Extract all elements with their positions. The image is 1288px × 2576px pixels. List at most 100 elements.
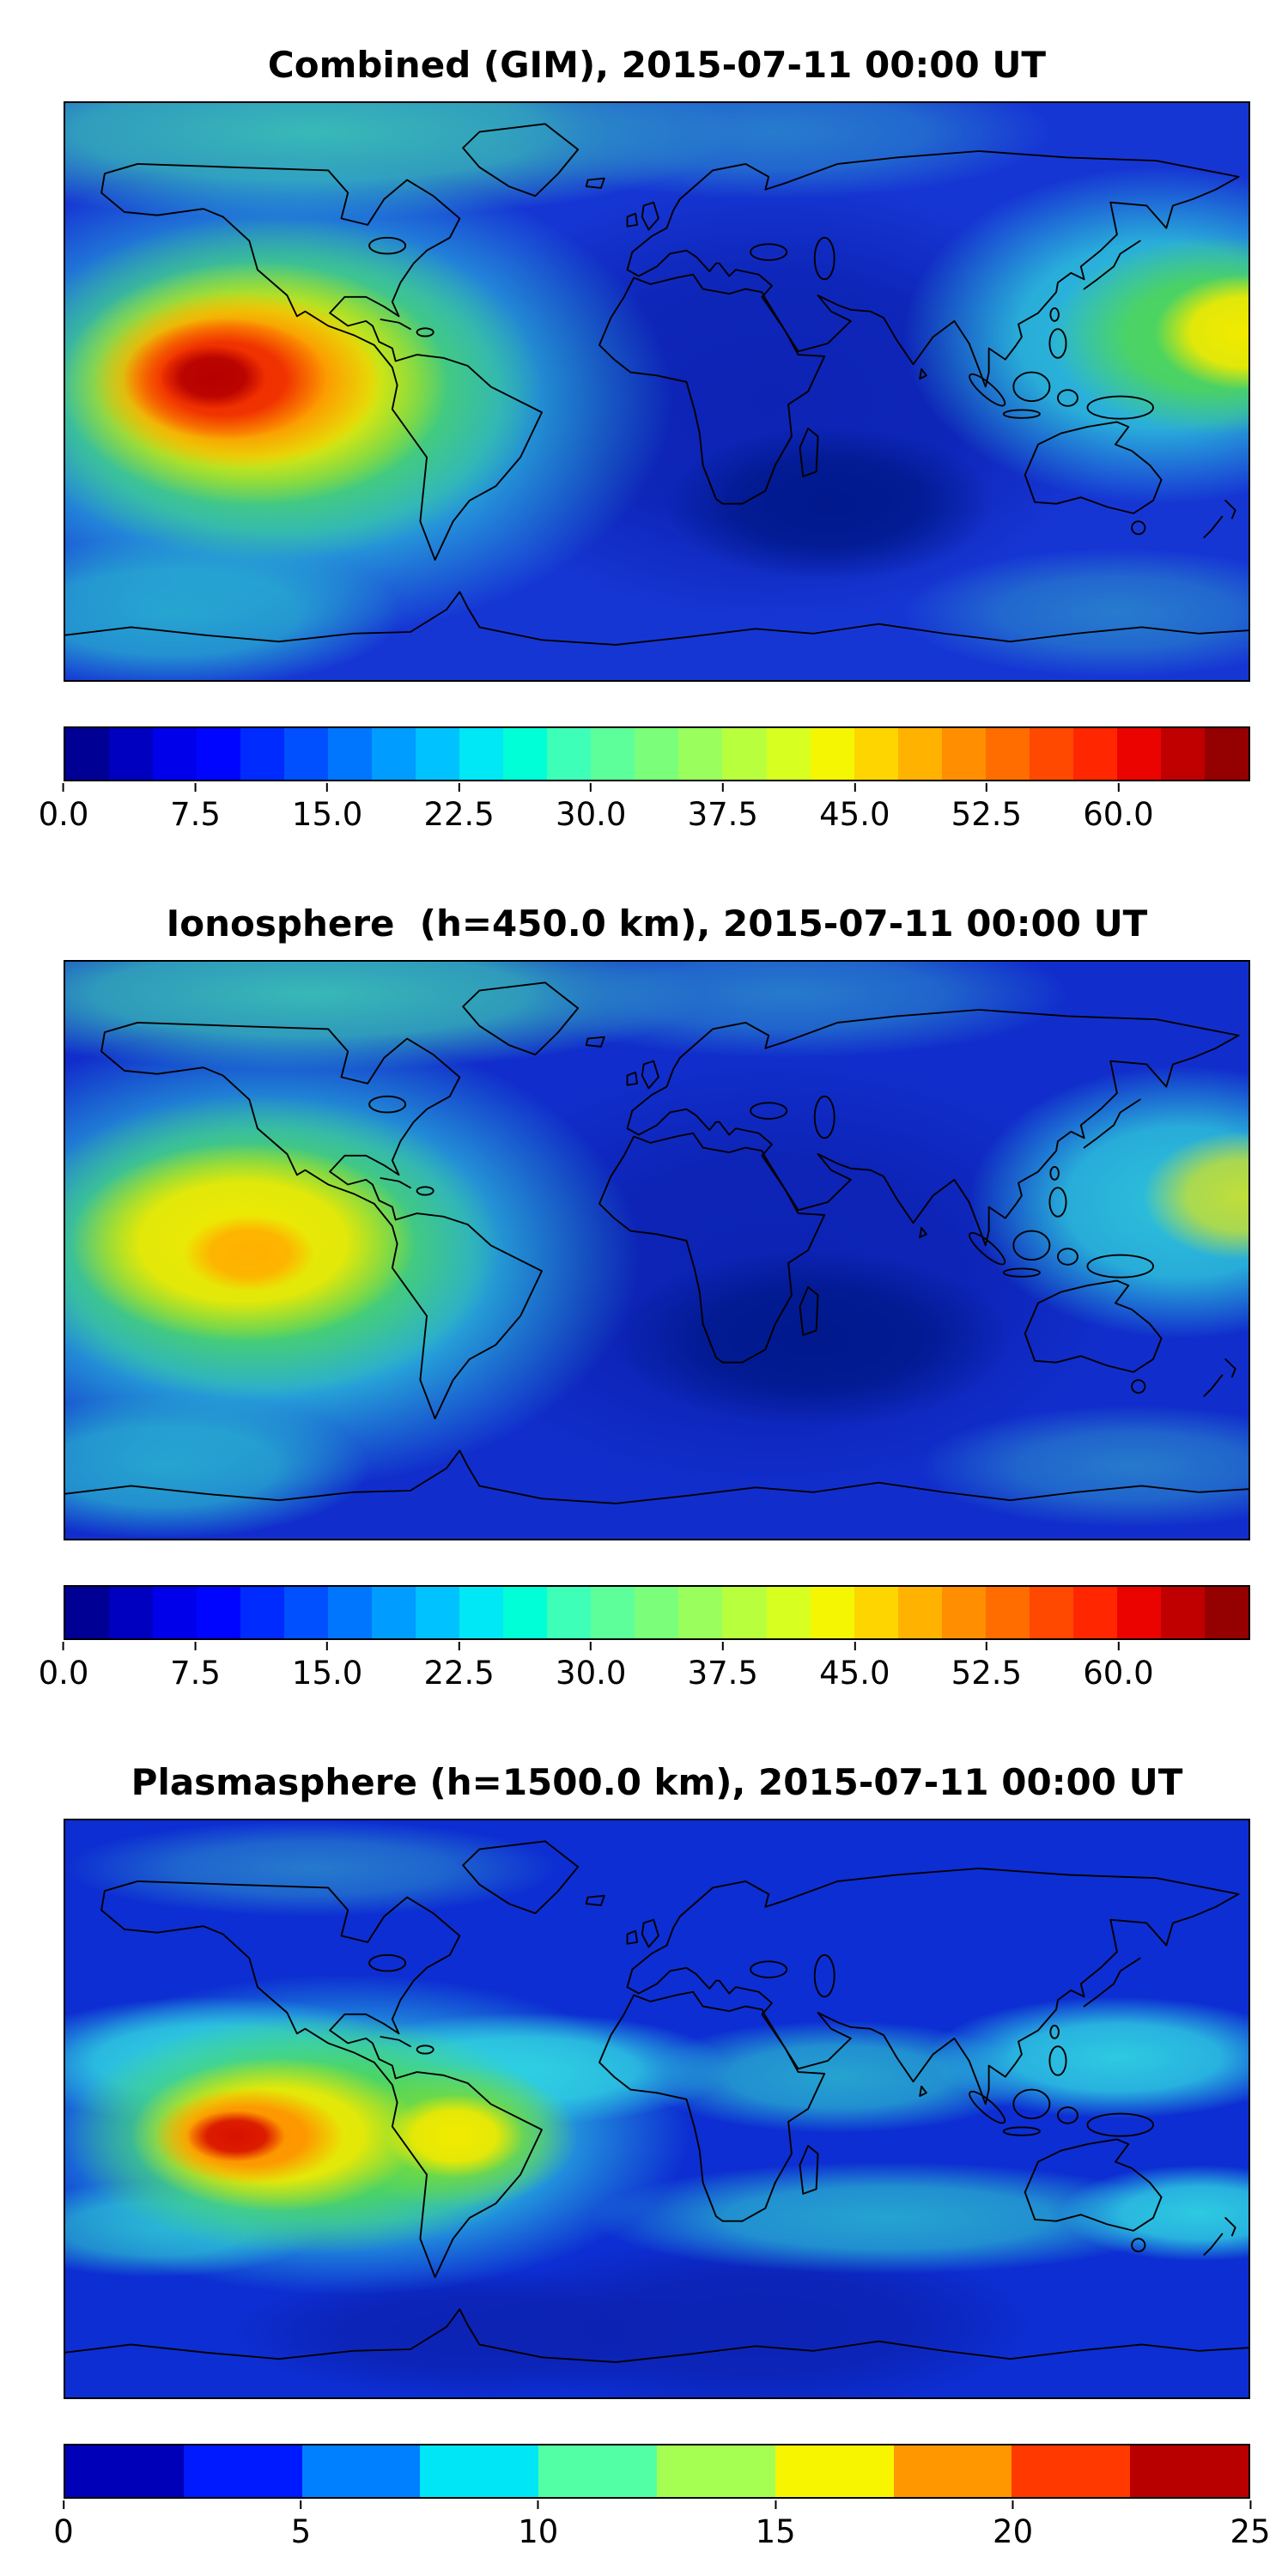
colorbar-segment	[183, 2445, 302, 2497]
tick-label: 30.0	[556, 1655, 627, 1692]
tick-mark	[62, 2500, 64, 2509]
colorbar-segment	[1072, 1587, 1117, 1638]
tick-label: 10	[518, 2513, 559, 2550]
tec-secondary-patch	[1143, 1131, 1249, 1261]
colorbar-segment	[153, 1587, 197, 1638]
colorbar-tick: 22.5	[423, 783, 495, 833]
colorbar-segment	[678, 1587, 723, 1638]
tick-mark	[775, 2500, 777, 2509]
colorbar-segment	[240, 728, 285, 780]
colorbar-tick: 45.0	[819, 1642, 890, 1692]
colorbar-segment	[503, 1587, 548, 1638]
tec-primary-maximum	[161, 344, 266, 410]
tick-mark	[590, 1642, 592, 1650]
colorbar-tick: 30.0	[556, 1642, 626, 1692]
secondary-maximum	[386, 2094, 524, 2178]
colorbar-tick: 7.5	[170, 1642, 221, 1692]
colorbar-segment	[766, 1587, 811, 1638]
colorbar-tick: 5	[290, 2500, 312, 2550]
tick-mark	[300, 2500, 302, 2509]
tick-mark	[1012, 2500, 1014, 2509]
tick-mark	[194, 783, 197, 792]
colorbar-segment	[1029, 728, 1073, 780]
colorbar-segment	[766, 728, 811, 780]
colorbar-ticks-combined: 0.0 7.5 15.0 22.5 30.0 37.5 45.0 52.5 60.0	[39, 783, 1250, 845]
panel-title-plasmasphere: Plasmasphere (h=1500.0 km), 2015-07-11 0…	[131, 1761, 1183, 1803]
tick-mark	[458, 783, 460, 792]
tick-mark	[721, 1642, 724, 1650]
tick-label: 52.5	[951, 1655, 1023, 1692]
tec-secondary-maximum	[1154, 274, 1249, 391]
colorbar-segment	[941, 1587, 986, 1638]
tick-label: 45.0	[819, 1655, 890, 1692]
colorbar-segment	[897, 1587, 942, 1638]
colorbar-segment	[547, 728, 592, 780]
colorbar-tick: 30.0	[556, 783, 626, 833]
colorbar-segment	[240, 1587, 285, 1638]
map-combined	[64, 101, 1250, 682]
colorbar-segment	[328, 728, 373, 780]
colorbar-tick: 10	[518, 2500, 558, 2550]
tick-label: 15.0	[291, 796, 363, 833]
panel-plasmasphere: Plasmasphere (h=1500.0 km), 2015-07-11 0…	[0, 1717, 1288, 2576]
colorbar-tick: 52.5	[951, 783, 1022, 833]
colorbar-segment	[197, 1587, 241, 1638]
tick-mark	[194, 1642, 197, 1650]
tick-label: 5	[290, 2513, 312, 2550]
colorbar-segment	[284, 728, 329, 780]
colorbar-tick: 15.0	[292, 1642, 362, 1692]
tec-minimum-south-indian	[665, 427, 994, 581]
colorbar-segment	[722, 1587, 767, 1638]
tick-mark	[63, 1642, 64, 1650]
colorbar-ionosphere	[64, 1585, 1250, 1640]
south-cyan-band	[591, 2161, 1183, 2275]
map-ionosphere	[64, 960, 1250, 1540]
map-svg-plasmasphere	[65, 1820, 1249, 2397]
tick-label: 20	[993, 2513, 1034, 2550]
colorbar-segment	[503, 728, 548, 780]
colorbar-segment	[775, 2445, 894, 2497]
heatmap-blobs-plasmasphere	[65, 1820, 1249, 2397]
tick-mark	[1117, 1642, 1120, 1650]
colorbar-segment	[1116, 728, 1161, 780]
panel-combined: Combined (GIM), 2015-07-11 00:00 UT	[0, 0, 1288, 859]
tick-mark	[1117, 783, 1120, 792]
colorbar-tick: 20	[993, 2500, 1033, 2550]
colorbar-segment	[1160, 1587, 1205, 1638]
tick-label: 25	[1230, 2513, 1271, 2550]
colorbar-segment	[1204, 728, 1249, 780]
panel-ionosphere: Ionosphere (h=450.0 km), 2015-07-11 00:0…	[0, 859, 1288, 1717]
primary-maximum	[186, 2110, 286, 2162]
colorbar-tick: 52.5	[951, 1642, 1022, 1692]
colorbar-segment	[547, 1587, 592, 1638]
tick-label: 7.5	[170, 796, 221, 833]
tick-label: 7.5	[170, 1655, 221, 1692]
colorbar-segment	[678, 728, 723, 780]
colorbar-ticks-ionosphere: 0.0 7.5 15.0 22.5 30.0 37.5 45.0 52.5 60.0	[39, 1642, 1250, 1704]
tick-label: 0.0	[38, 1655, 89, 1692]
colorbar-tick: 25	[1230, 2500, 1271, 2550]
colorbar-tick: 7.5	[170, 783, 221, 833]
colorbar-segment	[985, 1587, 1030, 1638]
tick-label: 30.0	[556, 796, 627, 833]
map-svg-combined	[65, 103, 1249, 680]
colorbar-ticks-plasmasphere: 0 5 10 15 20 25	[53, 2500, 1271, 2562]
tick-label: 45.0	[819, 796, 890, 833]
colorbar-tick: 60.0	[1083, 1642, 1154, 1692]
tick-label: 60.0	[1083, 796, 1154, 833]
colorbar-segment	[897, 728, 942, 780]
colorbar-segment	[810, 728, 854, 780]
colorbar-segment	[65, 1587, 110, 1638]
tick-mark	[590, 783, 592, 792]
colorbar-segment	[722, 728, 767, 780]
colorbar-segment	[65, 728, 110, 780]
tick-mark	[326, 783, 329, 792]
tick-mark	[985, 783, 987, 792]
tick-mark	[326, 1642, 329, 1650]
panel-title-combined: Combined (GIM), 2015-07-11 00:00 UT	[267, 44, 1047, 86]
tick-mark	[63, 783, 64, 792]
colorbar-tick: 0.0	[38, 1642, 89, 1692]
colorbar-segment	[420, 2445, 539, 2497]
tick-label: 60.0	[1083, 1655, 1154, 1692]
tick-mark	[458, 1642, 460, 1650]
